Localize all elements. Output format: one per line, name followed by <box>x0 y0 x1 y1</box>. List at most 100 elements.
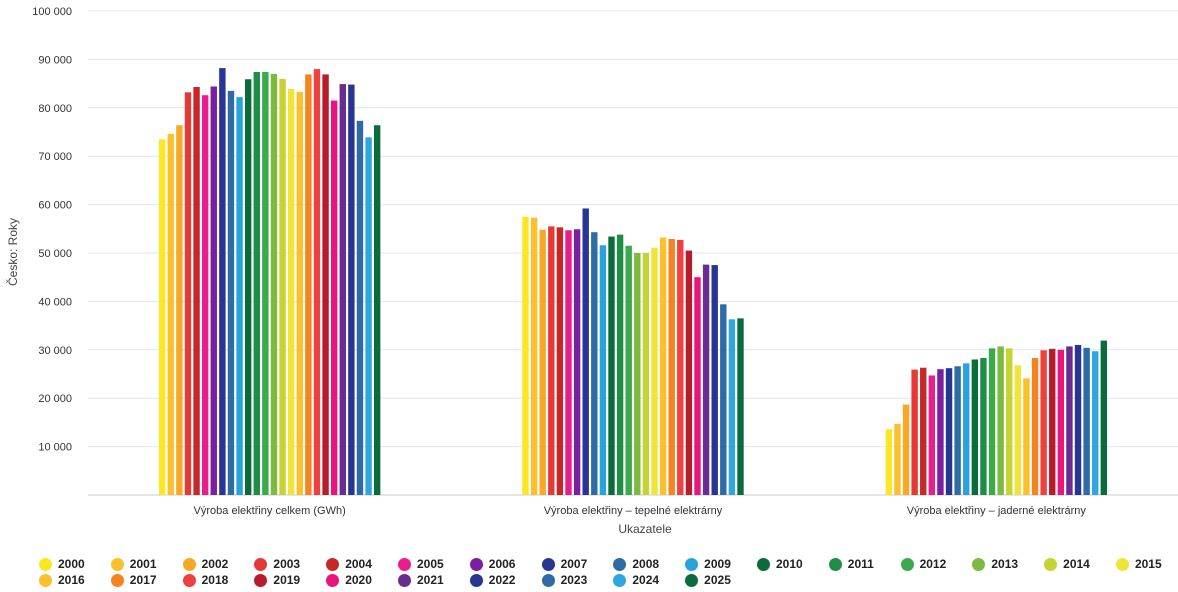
bar-2011-cat-2[interactable] <box>616 234 624 495</box>
legend-item-2025[interactable]: 2025 <box>676 572 748 588</box>
bar-2000-cat-1[interactable] <box>158 139 166 495</box>
bar-2001-cat-3[interactable] <box>894 423 901 495</box>
legend-item-2004[interactable]: 2004 <box>317 556 389 572</box>
bar-2025-cat-2[interactable] <box>737 318 744 495</box>
bar-2023-cat-2[interactable] <box>720 304 727 495</box>
legend-item-2007[interactable]: 2007 <box>533 556 605 572</box>
legend-item-2023[interactable]: 2023 <box>533 572 605 588</box>
bar-2025-cat-3[interactable] <box>1100 340 1108 495</box>
bar-2016-cat-3[interactable] <box>1023 378 1030 495</box>
legend-item-2018[interactable]: 2018 <box>174 572 246 588</box>
legend-item-2002[interactable]: 2002 <box>174 556 246 572</box>
bar-2007-cat-2[interactable] <box>582 208 589 496</box>
bar-2024-cat-1[interactable] <box>365 137 372 495</box>
bar-2000-cat-2[interactable] <box>522 216 529 495</box>
bar-2023-cat-3[interactable] <box>1083 347 1090 495</box>
bar-2016-cat-1[interactable] <box>296 91 303 495</box>
bar-2002-cat-2[interactable] <box>539 229 546 495</box>
bar-2011-cat-3[interactable] <box>980 358 987 495</box>
legend-item-2017[interactable]: 2017 <box>102 572 174 588</box>
bar-2012-cat-1[interactable] <box>262 71 269 495</box>
bar-2021-cat-3[interactable] <box>1066 346 1073 495</box>
bar-2019-cat-2[interactable] <box>685 250 693 495</box>
bar-2014-cat-3[interactable] <box>1006 348 1013 495</box>
bar-2002-cat-1[interactable] <box>176 125 183 495</box>
bar-2021-cat-2[interactable] <box>702 264 710 495</box>
bar-2004-cat-1[interactable] <box>193 86 200 495</box>
bar-2014-cat-1[interactable] <box>279 78 286 495</box>
bar-2019-cat-1[interactable] <box>322 74 329 496</box>
bar-2016-cat-2[interactable] <box>659 237 667 495</box>
bar-2015-cat-3[interactable] <box>1014 365 1022 495</box>
legend-item-2005[interactable]: 2005 <box>389 556 461 572</box>
bar-2020-cat-2[interactable] <box>694 277 701 495</box>
bar-2008-cat-2[interactable] <box>591 232 598 496</box>
bar-2007-cat-3[interactable] <box>945 368 953 495</box>
legend-item-2014[interactable]: 2014 <box>1035 556 1107 572</box>
bar-2006-cat-1[interactable] <box>210 86 217 495</box>
legend-item-2008[interactable]: 2008 <box>604 556 676 572</box>
legend-item-2016[interactable]: 2016 <box>30 572 102 588</box>
bar-2010-cat-2[interactable] <box>608 236 615 495</box>
legend-item-2012[interactable]: 2012 <box>892 556 964 572</box>
bar-2008-cat-1[interactable] <box>227 90 235 496</box>
bar-2005-cat-3[interactable] <box>928 375 936 495</box>
bar-2013-cat-1[interactable] <box>270 73 278 496</box>
bar-2002-cat-3[interactable] <box>902 404 910 495</box>
bar-2013-cat-3[interactable] <box>997 346 1004 495</box>
bar-2009-cat-1[interactable] <box>236 97 243 495</box>
bar-2024-cat-2[interactable] <box>728 319 736 495</box>
bar-2010-cat-3[interactable] <box>971 359 979 495</box>
bar-2012-cat-3[interactable] <box>988 348 996 495</box>
bar-2014-cat-2[interactable] <box>642 253 650 495</box>
bar-2025-cat-1[interactable] <box>373 125 381 495</box>
bar-2012-cat-2[interactable] <box>625 245 632 495</box>
bar-2024-cat-3[interactable] <box>1092 351 1099 495</box>
bar-2009-cat-3[interactable] <box>963 363 970 495</box>
bar-2022-cat-3[interactable] <box>1074 344 1082 495</box>
legend-item-2001[interactable]: 2001 <box>102 556 174 572</box>
bar-2003-cat-1[interactable] <box>184 92 192 495</box>
bar-2017-cat-2[interactable] <box>668 238 675 496</box>
bar-2005-cat-2[interactable] <box>565 230 572 495</box>
legend-item-2019[interactable]: 2019 <box>245 572 317 588</box>
bar-2007-cat-1[interactable] <box>219 68 226 495</box>
bar-2004-cat-2[interactable] <box>556 227 564 495</box>
legend-item-2024[interactable]: 2024 <box>604 572 676 588</box>
legend-item-2015[interactable]: 2015 <box>1107 556 1178 572</box>
legend-item-2006[interactable]: 2006 <box>461 556 533 572</box>
legend-item-2003[interactable]: 2003 <box>245 556 317 572</box>
bar-2013-cat-2[interactable] <box>634 253 641 495</box>
bar-2003-cat-3[interactable] <box>911 369 918 495</box>
bar-2023-cat-1[interactable] <box>356 120 364 496</box>
legend-item-2013[interactable]: 2013 <box>963 556 1035 572</box>
bar-2008-cat-3[interactable] <box>954 366 961 495</box>
bar-2018-cat-1[interactable] <box>313 69 321 495</box>
bar-2018-cat-2[interactable] <box>677 239 684 495</box>
bar-2006-cat-3[interactable] <box>937 369 944 495</box>
bar-2017-cat-3[interactable] <box>1031 358 1039 495</box>
bar-2000-cat-3[interactable] <box>885 429 893 495</box>
bar-2022-cat-2[interactable] <box>711 265 718 495</box>
legend-item-2009[interactable]: 2009 <box>676 556 748 572</box>
legend-item-2010[interactable]: 2010 <box>748 556 820 572</box>
bar-2019-cat-3[interactable] <box>1049 348 1056 495</box>
legend-item-2000[interactable]: 2000 <box>30 556 102 572</box>
bar-2020-cat-3[interactable] <box>1057 349 1065 495</box>
bar-2001-cat-1[interactable] <box>167 133 174 495</box>
legend-item-2021[interactable]: 2021 <box>389 572 461 588</box>
bar-2022-cat-1[interactable] <box>348 84 355 496</box>
bar-2004-cat-3[interactable] <box>920 367 927 495</box>
legend-item-2020[interactable]: 2020 <box>317 572 389 588</box>
bar-2009-cat-2[interactable] <box>599 245 607 495</box>
bar-2021-cat-1[interactable] <box>339 84 346 496</box>
bar-2017-cat-1[interactable] <box>305 74 312 496</box>
bar-2006-cat-2[interactable] <box>573 229 581 495</box>
bar-2015-cat-2[interactable] <box>651 247 658 495</box>
bar-2003-cat-2[interactable] <box>548 226 555 495</box>
bar-2010-cat-1[interactable] <box>244 79 252 495</box>
bar-2020-cat-1[interactable] <box>330 100 338 495</box>
bar-2011-cat-1[interactable] <box>253 71 260 495</box>
bar-2005-cat-1[interactable] <box>201 95 209 495</box>
legend-item-2022[interactable]: 2022 <box>461 572 533 588</box>
